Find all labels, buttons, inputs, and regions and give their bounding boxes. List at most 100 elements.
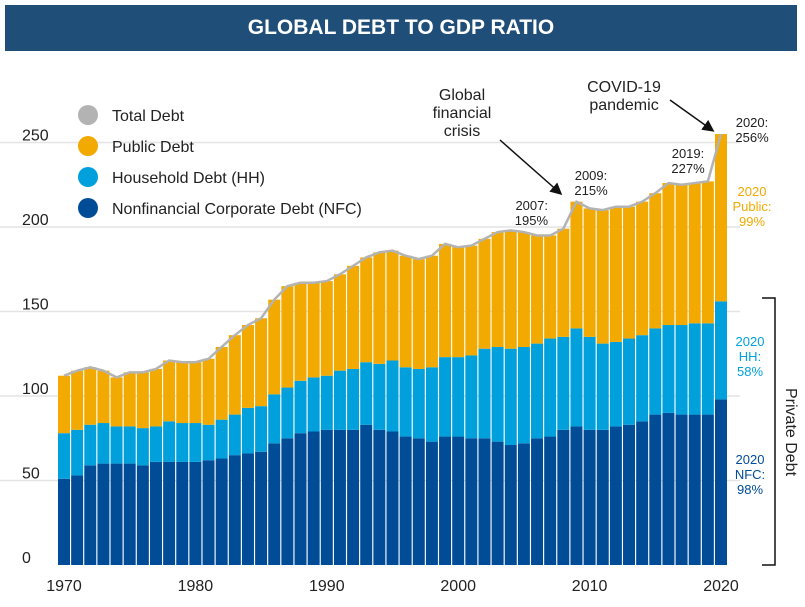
legend-label-total: Total Debt — [112, 108, 185, 125]
household-bar — [268, 394, 281, 444]
private-debt-bracket — [762, 297, 776, 566]
nfc-bar — [241, 453, 254, 565]
public-bar — [176, 362, 189, 424]
household-bar — [531, 343, 544, 439]
label-2020-total: 256% — [735, 130, 769, 145]
household-bar — [596, 343, 609, 430]
label-2020-nfc: NFC: — [735, 467, 765, 482]
public-bar — [399, 255, 412, 368]
label-2019: 227% — [671, 161, 705, 176]
household-bar — [228, 414, 241, 456]
household-bar — [399, 367, 412, 437]
legend-label-public: Public Debt — [112, 139, 194, 156]
public-bar — [347, 265, 360, 369]
public-bar — [478, 238, 491, 349]
nfc-bar — [715, 399, 727, 565]
nfc-bar — [557, 429, 570, 565]
public-bar — [373, 252, 386, 364]
annotation-gfc: financial — [433, 105, 492, 122]
public-bar — [715, 134, 727, 302]
nfc-bar — [281, 438, 294, 565]
household-bar — [425, 367, 438, 442]
label-2020-public: Public: — [732, 199, 771, 214]
label-2020-public: 2020 — [738, 184, 767, 199]
public-bar — [662, 183, 675, 326]
household-bar — [478, 348, 491, 439]
household-bar — [97, 423, 110, 464]
annotation-gfc: crisis — [444, 123, 480, 140]
label-2020-public: 99% — [739, 214, 765, 229]
nfc-bar — [84, 465, 97, 565]
household-bar — [320, 375, 333, 430]
x-tick-label: 1990 — [309, 578, 345, 595]
household-bar — [544, 338, 557, 437]
chart-title: GLOBAL DEBT TO GDP RATIO — [5, 5, 797, 51]
public-bar — [294, 282, 307, 381]
household-bar — [504, 348, 517, 446]
nfc-bar — [649, 414, 662, 565]
public-bar — [163, 360, 176, 422]
public-bar — [491, 232, 504, 347]
legend-label-nfc: Nonfinancial Corporate Debt (NFC) — [112, 201, 362, 218]
nfc-bar — [268, 443, 281, 565]
public-bar — [386, 250, 399, 361]
nfc-bar — [202, 460, 215, 565]
nfc-bar — [386, 431, 399, 565]
public-bar — [570, 201, 583, 329]
label-2020-total: 2020: — [736, 115, 769, 130]
x-tick-label: 2000 — [440, 578, 476, 595]
household-bar — [675, 325, 688, 415]
public-bar — [58, 375, 70, 434]
public-bar — [268, 299, 281, 395]
legend-swatch-nfc — [78, 198, 98, 218]
label-2020-nfc: 2020 — [736, 452, 765, 467]
nfc-bar — [123, 463, 136, 565]
public-bar — [583, 208, 596, 337]
total-debt-line — [63, 133, 723, 379]
household-bar — [623, 338, 636, 425]
y-tick-label: 150 — [22, 297, 49, 314]
household-bar — [136, 428, 149, 466]
legend-swatch-total — [78, 105, 98, 125]
household-bar — [452, 357, 465, 437]
label-2007: 195% — [515, 213, 549, 228]
nfc-bar — [163, 461, 176, 565]
nfc-bar — [531, 438, 544, 565]
x-tick-label: 2020 — [703, 578, 739, 595]
nfc-bar — [97, 463, 110, 565]
public-bar — [544, 235, 557, 339]
public-bar — [110, 377, 123, 427]
household-bar — [662, 325, 675, 413]
household-bar — [386, 360, 399, 432]
household-bar — [517, 346, 530, 444]
household-bar — [609, 341, 622, 427]
arrow-gfc — [499, 139, 563, 195]
public-bar — [452, 247, 465, 358]
household-bar — [202, 424, 215, 461]
nfc-bar — [662, 412, 675, 565]
public-bar — [596, 210, 609, 344]
household-bar — [255, 406, 268, 452]
household-bar — [189, 423, 202, 462]
public-bar — [84, 367, 97, 425]
y-tick-label: 250 — [22, 128, 49, 145]
y-tick-label: 50 — [22, 466, 40, 483]
public-bar — [609, 206, 622, 342]
legend: Total Debt Public Debt Household Debt (HH)… — [78, 105, 362, 218]
nfc-bar — [71, 475, 84, 565]
nfc-bar — [215, 458, 228, 565]
nfc-bar — [136, 465, 149, 565]
household-bar — [123, 426, 136, 464]
nfc-bar — [347, 429, 360, 565]
nfc-bar — [609, 426, 622, 565]
public-bar — [675, 184, 688, 326]
household-bar — [58, 433, 70, 479]
annotation-gfc: Global — [439, 87, 485, 104]
label-2009: 215% — [574, 183, 608, 198]
household-bar — [294, 380, 307, 434]
x-tick-label: 1970 — [46, 578, 82, 595]
public-bar — [701, 181, 714, 324]
nfc-bar — [452, 436, 465, 565]
household-bar — [281, 387, 294, 439]
